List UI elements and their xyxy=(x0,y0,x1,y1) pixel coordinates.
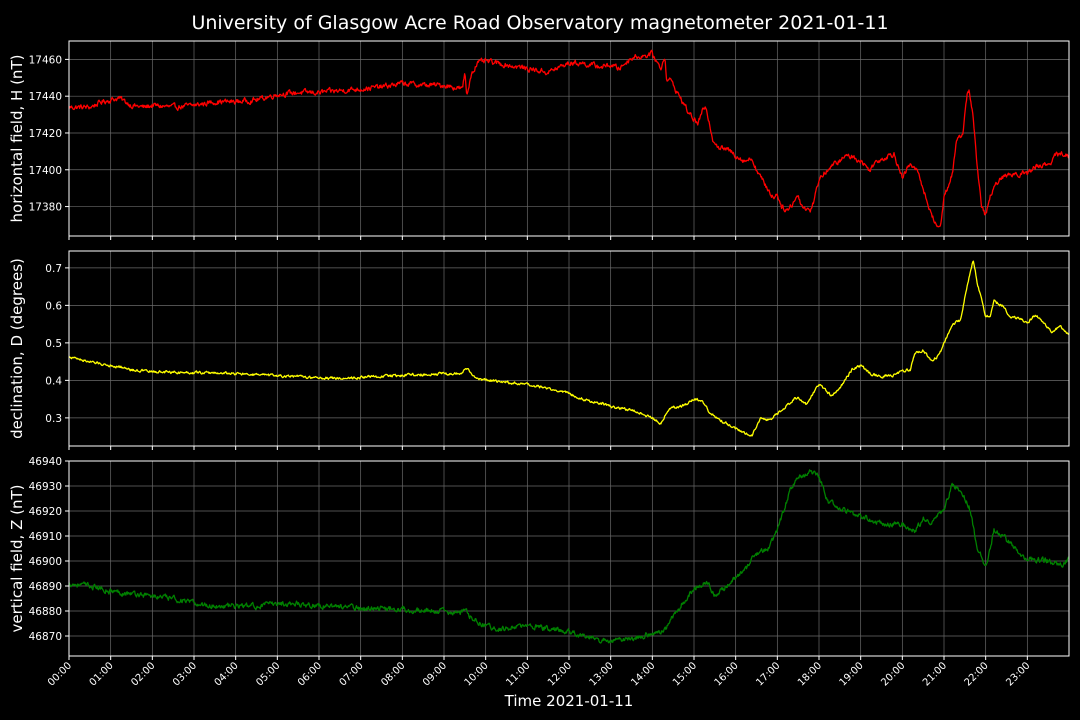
x-tick-label: 09:00 xyxy=(421,660,449,688)
x-tick-label: 12:00 xyxy=(546,660,574,688)
y-tick-label: 46880 xyxy=(29,606,62,618)
x-tick-label: 23:00 xyxy=(1004,660,1032,688)
y-tick-label: 46890 xyxy=(29,581,62,593)
y-tick-label: 17440 xyxy=(29,91,62,103)
y-tick-label: 0.6 xyxy=(45,300,62,312)
figure-title: University of Glasgow Acre Road Observat… xyxy=(191,12,888,34)
x-tick-label: 06:00 xyxy=(296,660,324,688)
x-tick-label: 05:00 xyxy=(254,660,282,688)
axes-frame xyxy=(68,460,1070,657)
horizontal-series-line xyxy=(68,49,1070,228)
x-tick-label: 14:00 xyxy=(629,660,657,688)
x-tick-label: 11:00 xyxy=(504,660,532,688)
x-tick-label: 20:00 xyxy=(879,660,907,688)
declination-y-axis-label: declination, D (degrees) xyxy=(8,258,26,439)
declination-series-line xyxy=(68,260,1070,437)
y-tick-label: 0.4 xyxy=(45,375,62,387)
x-tick-label: 04:00 xyxy=(213,660,241,688)
x-tick-label: 02:00 xyxy=(129,660,157,688)
y-tick-label: 17420 xyxy=(29,128,62,140)
y-tick-label: 46940 xyxy=(29,456,62,468)
axes-frame xyxy=(68,250,1070,447)
x-tick-label: 07:00 xyxy=(338,660,366,688)
x-tick-label: 15:00 xyxy=(671,660,699,688)
y-tick-label: 46870 xyxy=(29,631,62,643)
horizontal-y-axis-label: horizontal field, H (nT) xyxy=(8,55,26,223)
x-tick-label: 00:00 xyxy=(46,660,74,688)
declination-panel: 0.3 0.4 0.5 0.6 0.7 declination, D (degrees) xyxy=(8,250,1070,450)
x-tick-label: 22:00 xyxy=(963,660,991,688)
y-tick-label: 46920 xyxy=(29,506,62,518)
y-tick-label: 0.7 xyxy=(45,263,62,275)
vertical-y-axis-label: vertical field, Z (nT) xyxy=(8,484,26,632)
vertical-field-panel: 46870 46880 46890 46900 46910 46920 46930 46940… xyxy=(8,456,1070,689)
x-tick-label: 16:00 xyxy=(713,660,741,688)
x-axis-label: Time 2021-01-11 xyxy=(504,692,634,710)
x-tick-label: 18:00 xyxy=(796,660,824,688)
x-tick-label: 13:00 xyxy=(588,660,616,688)
x-tick-label: 10:00 xyxy=(463,660,491,688)
y-tick-label: 0.3 xyxy=(45,413,62,425)
x-tick-label: 08:00 xyxy=(379,660,407,688)
y-tick-label: 46910 xyxy=(29,531,62,543)
x-tick-label: 17:00 xyxy=(754,660,782,688)
x-tick-label: 19:00 xyxy=(838,660,866,688)
vertical-series-line xyxy=(68,469,1070,644)
x-tick-label: 03:00 xyxy=(171,660,199,688)
y-tick-label: 46900 xyxy=(29,556,62,568)
y-tick-label: 46930 xyxy=(29,481,62,493)
x-tick-label: 21:00 xyxy=(921,660,949,688)
y-tick-label: 17460 xyxy=(29,54,62,66)
y-tick-label: 17400 xyxy=(29,165,62,177)
y-tick-label: 17380 xyxy=(29,202,62,214)
y-tick-label: 0.5 xyxy=(45,338,62,350)
axes-frame xyxy=(68,40,1070,237)
x-tick-label: 01:00 xyxy=(88,660,116,688)
